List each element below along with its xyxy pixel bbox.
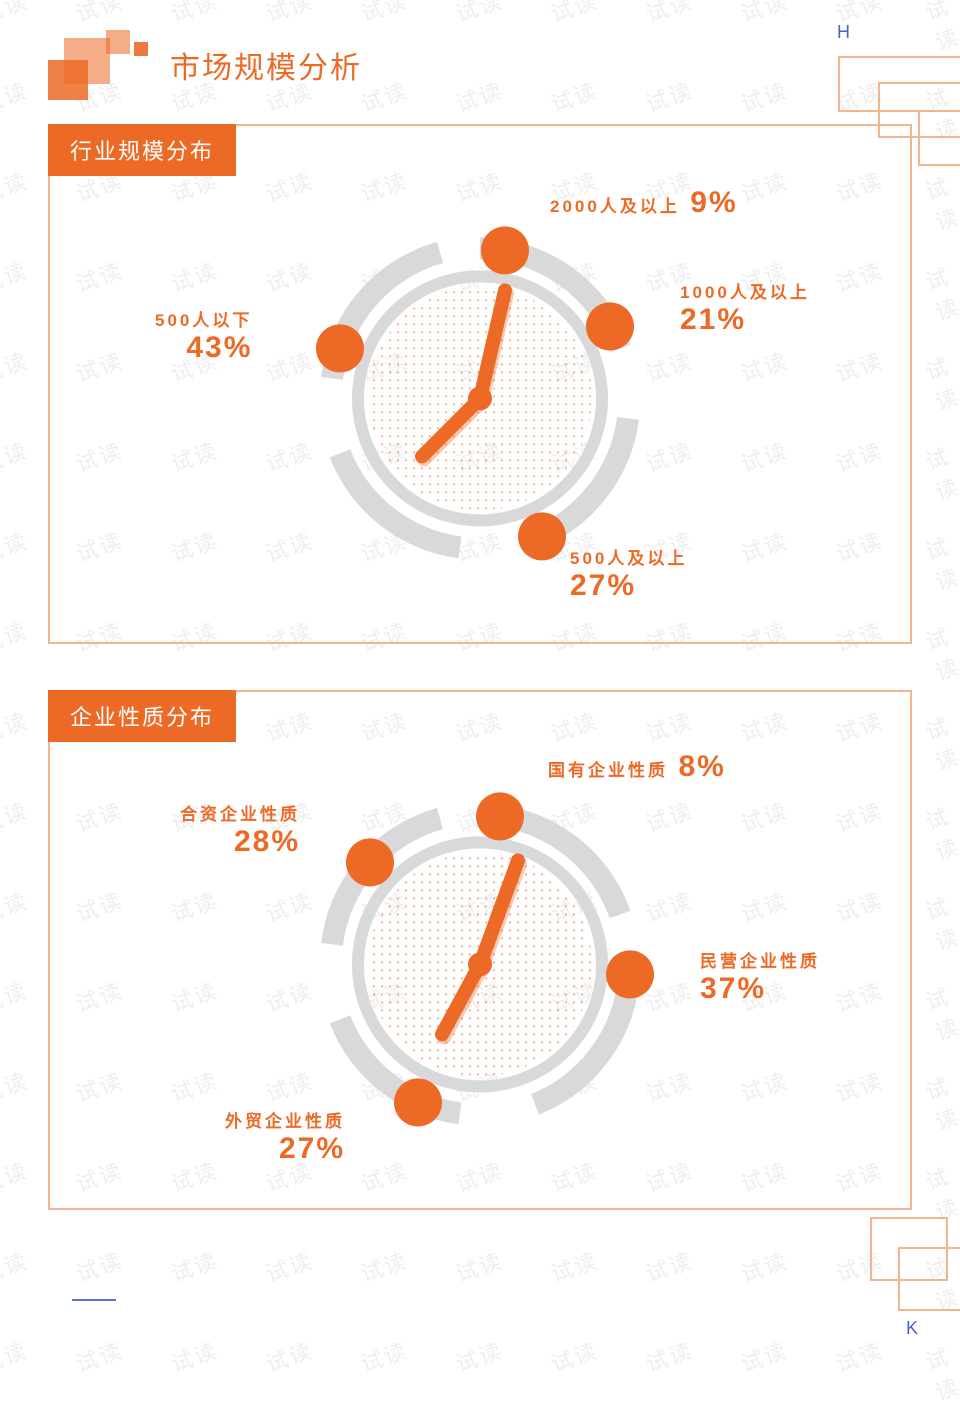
label-joint-venture: 合资企业性质 28% (180, 800, 300, 859)
panel-enterprise-nature: 企业性质分布 (48, 690, 912, 1210)
chart-industry-scale: 2000人及以上 9% 1000人及以上 21% 500人及以上 27% 500… (50, 156, 910, 612)
page-title: 市场规模分析 (170, 43, 362, 87)
label-foreign-trade: 外贸企业性质 27% (225, 1107, 345, 1166)
label-private: 民营企业性质 37% (700, 947, 820, 1006)
title-squares-icon (48, 30, 158, 100)
label-2000plus: 2000人及以上 9% (550, 186, 738, 220)
label-1000plus: 1000人及以上 21% (680, 278, 810, 337)
corner-marker-h: H (837, 22, 850, 43)
clock-dial-2 (300, 784, 660, 1144)
footer-accent-line (72, 1299, 116, 1301)
label-500below: 500人以下 43% (155, 306, 252, 365)
title-row: 市场规模分析 (48, 30, 912, 100)
panel-industry-scale: 行业规模分布 (48, 124, 912, 644)
chart-enterprise-nature: 国有企业性质 8% 合资企业性质 28% 民营企业性质 37% 外贸企业性质 2… (50, 722, 910, 1178)
label-500plus: 500人及以上 27% (570, 544, 687, 603)
corner-marker-k: K (906, 1318, 918, 1339)
label-state-owned: 国有企业性质 8% (548, 750, 726, 784)
clock-dial-1 (300, 218, 660, 578)
